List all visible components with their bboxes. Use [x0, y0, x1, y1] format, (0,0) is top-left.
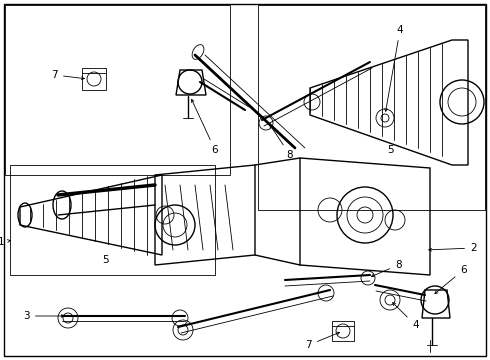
- Text: 6: 6: [192, 99, 219, 155]
- Text: 4: 4: [385, 25, 403, 111]
- Text: 6: 6: [435, 265, 466, 294]
- Text: 8: 8: [371, 260, 402, 277]
- Text: 2: 2: [429, 243, 477, 253]
- Bar: [332, 321, 354, 341]
- Text: 5: 5: [102, 255, 108, 265]
- Text: 5: 5: [387, 145, 393, 155]
- Text: 4: 4: [392, 303, 418, 330]
- Text: 7: 7: [305, 332, 340, 350]
- Text: 7: 7: [51, 70, 84, 80]
- Text: 1: 1: [0, 237, 10, 247]
- Text: 3: 3: [24, 311, 64, 321]
- Bar: [82, 68, 106, 90]
- Text: 8: 8: [270, 125, 294, 160]
